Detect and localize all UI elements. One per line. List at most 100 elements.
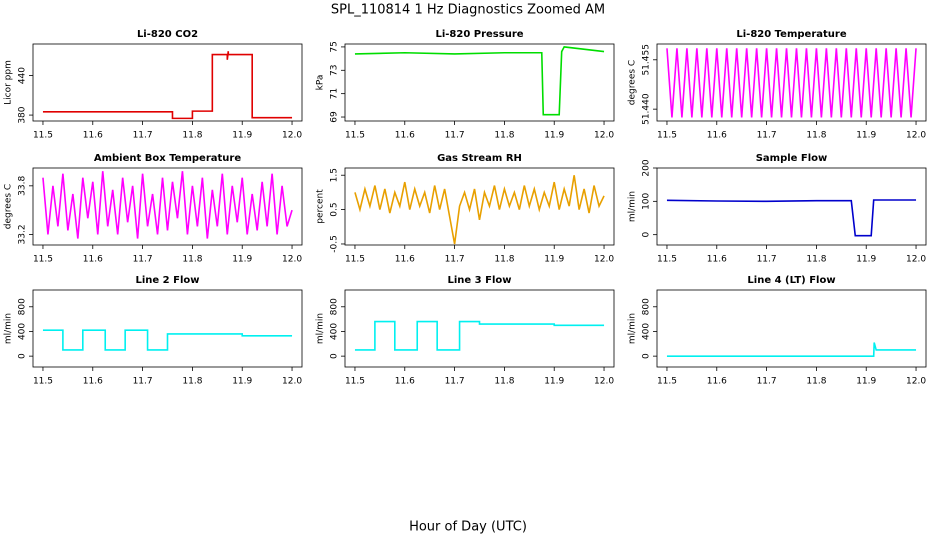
plot-frame (344, 167, 615, 246)
x-tick-label: 11.6 (83, 377, 103, 387)
plot-frame (32, 167, 303, 246)
y-tick-label: 75 (330, 41, 340, 52)
data-line (666, 342, 917, 357)
y-tick-label: 51.455 (642, 44, 652, 76)
plot-frame (32, 43, 303, 122)
y-tick-label: -0.5 (330, 235, 340, 253)
x-tick-label: 11.6 (707, 255, 727, 265)
plot-frame (656, 43, 927, 122)
y-tick-label: 380 (18, 106, 28, 123)
x-tick-label: 11.7 (757, 377, 777, 387)
x-tick-label: 11.9 (856, 377, 876, 387)
x-tick-label: 11.7 (757, 255, 777, 265)
plot-frame (656, 289, 927, 368)
y-axis-label: ml/min (4, 313, 14, 344)
y-tick-label: 33.2 (18, 224, 28, 244)
x-tick-label: 12.0 (282, 131, 302, 141)
y-tick-label: 69 (330, 111, 340, 123)
data-line (42, 329, 293, 351)
x-tick-label: 11.8 (182, 131, 202, 141)
y-tick-label: 73 (330, 65, 340, 76)
y-tick-label: 0.5 (330, 202, 340, 216)
x-tick-label: 12.0 (594, 377, 614, 387)
x-tick-label: 11.9 (232, 255, 252, 265)
y-tick-label: 0 (18, 353, 28, 359)
data-line (354, 320, 605, 351)
x-tick-label: 11.9 (856, 131, 876, 141)
x-tick-label: 11.8 (806, 377, 826, 387)
x-tick-label: 11.6 (83, 255, 103, 265)
y-tick-label: 400 (642, 323, 652, 340)
x-tick-label: 11.8 (182, 377, 202, 387)
y-tick-label: 200 (642, 159, 652, 176)
x-tick-label: 11.9 (544, 377, 564, 387)
x-tick-label: 11.9 (544, 255, 564, 265)
panel-title: Line 4 (LT) Flow (747, 275, 835, 286)
y-axis-label: degrees C (4, 184, 14, 229)
x-tick-label: 11.8 (494, 377, 514, 387)
y-axis-label: kPa (316, 75, 326, 91)
y-tick-label: 100 (642, 192, 652, 209)
x-tick-label: 11.5 (33, 255, 53, 265)
x-axis-label: Hour of Day (UTC) (409, 520, 527, 535)
x-tick-label: 11.8 (806, 131, 826, 141)
y-tick-label: 33.8 (18, 176, 28, 196)
x-tick-label: 11.9 (232, 377, 252, 387)
x-tick-label: 11.5 (345, 131, 365, 141)
x-tick-label: 11.7 (445, 377, 465, 387)
x-tick-label: 11.5 (657, 255, 677, 265)
x-tick-label: 11.5 (345, 377, 365, 387)
panel-title: Li-820 CO2 (137, 29, 198, 40)
x-tick-label: 11.6 (395, 255, 415, 265)
x-tick-label: 11.9 (544, 131, 564, 141)
x-tick-label: 11.7 (133, 377, 153, 387)
data-line (354, 175, 605, 245)
x-tick-label: 11.7 (757, 131, 777, 141)
data-line (666, 48, 917, 118)
data-line (666, 199, 917, 237)
x-tick-label: 11.8 (494, 131, 514, 141)
x-tick-label: 11.9 (856, 255, 876, 265)
panel-title: Ambient Box Temperature (94, 153, 241, 164)
y-tick-label: 800 (642, 298, 652, 315)
y-tick-label: 71 (330, 88, 340, 99)
x-tick-label: 12.0 (906, 131, 926, 141)
y-tick-label: 440 (18, 67, 28, 84)
x-tick-label: 11.6 (707, 131, 727, 141)
x-tick-label: 11.5 (657, 377, 677, 387)
x-tick-label: 11.9 (232, 131, 252, 141)
panel-title: Sample Flow (756, 153, 828, 164)
x-tick-label: 11.7 (445, 255, 465, 265)
x-tick-label: 11.6 (83, 131, 103, 141)
x-tick-label: 12.0 (906, 377, 926, 387)
data-line (354, 46, 605, 116)
panel-title: Li-820 Pressure (435, 29, 523, 40)
x-tick-label: 11.8 (494, 255, 514, 265)
panel-title: Line 3 Flow (448, 275, 512, 286)
x-tick-label: 11.5 (345, 255, 365, 265)
x-tick-label: 11.5 (33, 377, 53, 387)
x-tick-label: 12.0 (282, 255, 302, 265)
y-tick-label: 800 (18, 298, 28, 315)
y-axis-label: Licor ppm (4, 60, 14, 105)
data-line (42, 51, 293, 120)
panel-title: Li-820 Temperature (736, 29, 846, 40)
plot-frame (344, 289, 615, 368)
x-tick-label: 11.5 (33, 131, 53, 141)
x-tick-label: 11.6 (395, 377, 415, 387)
plot-frame (32, 289, 303, 368)
x-tick-label: 11.7 (445, 131, 465, 141)
y-tick-label: 0 (642, 353, 652, 359)
y-axis-label: ml/min (628, 191, 638, 222)
data-line (42, 171, 293, 239)
x-tick-label: 11.8 (182, 255, 202, 265)
plot-frame (656, 167, 927, 246)
x-tick-label: 11.7 (133, 255, 153, 265)
x-tick-label: 12.0 (906, 255, 926, 265)
y-tick-label: 51.440 (642, 93, 652, 125)
y-tick-label: 1.5 (330, 168, 340, 182)
y-tick-label: 0 (642, 232, 652, 238)
x-tick-label: 12.0 (594, 131, 614, 141)
x-tick-label: 11.7 (133, 131, 153, 141)
y-axis-label: ml/min (628, 313, 638, 344)
